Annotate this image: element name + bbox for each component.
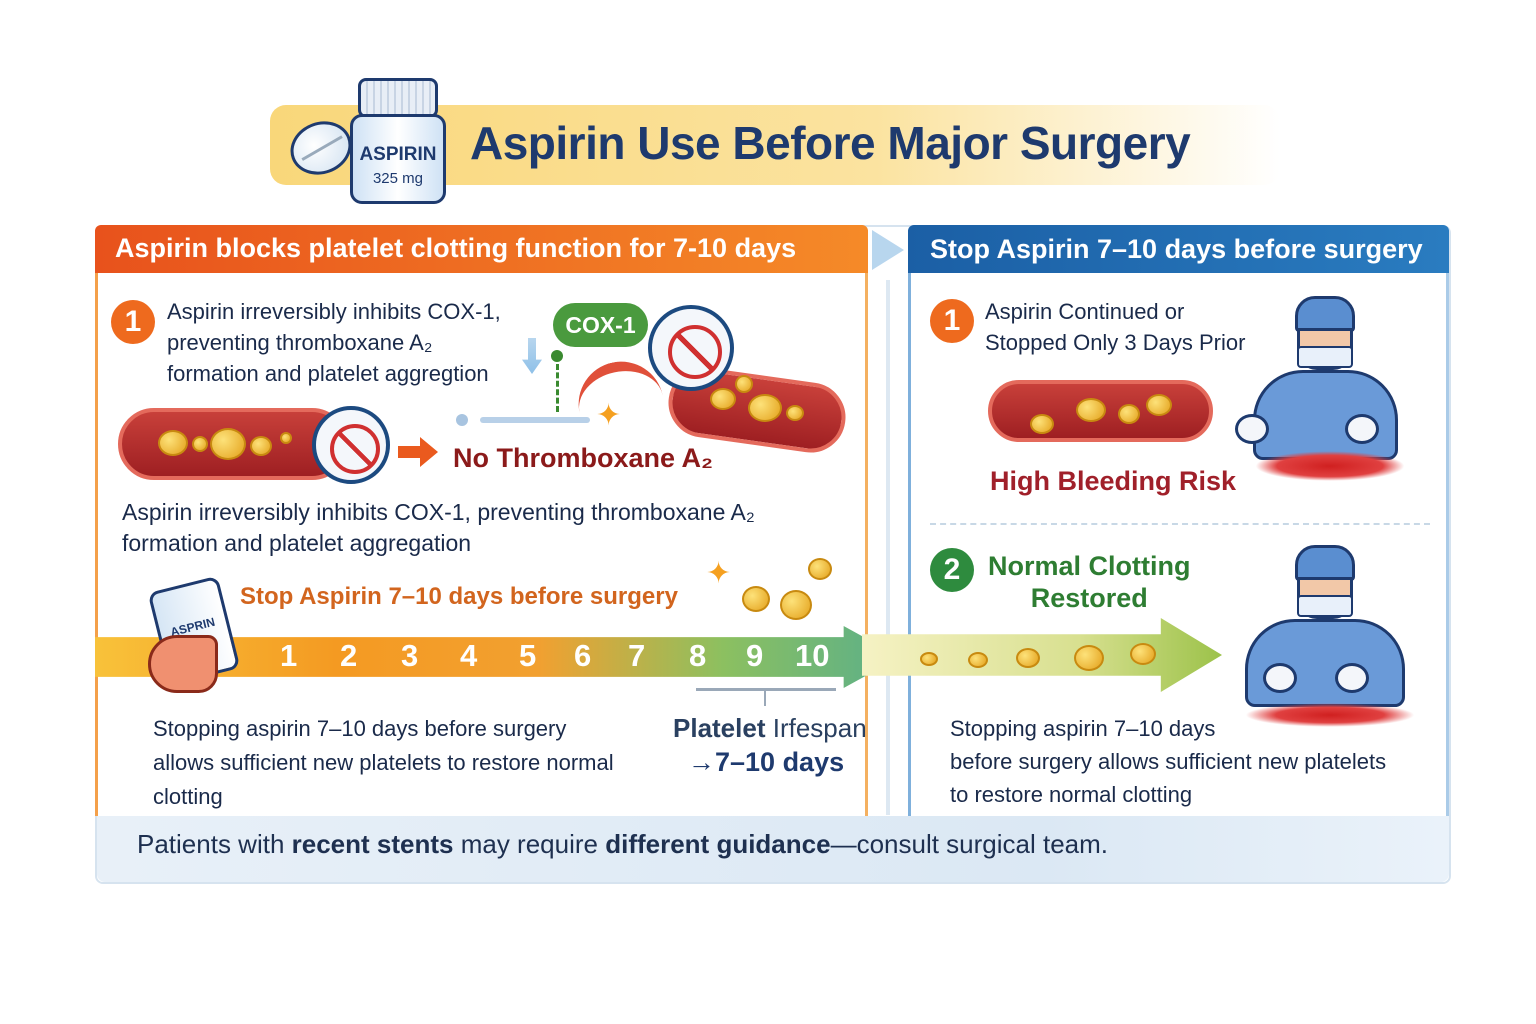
- step-badge: 1: [930, 299, 974, 343]
- bottom-line: Stopping aspirin 7–10 days before surger…: [153, 716, 567, 741]
- no-symbol-icon: [312, 406, 390, 484]
- dashed-line: [556, 364, 559, 412]
- left-heading: Aspirin blocks platelet clotting functio…: [95, 225, 868, 273]
- divider: [886, 280, 890, 815]
- paragraph-line: Aspirin irreversibly inhibits COX-1, pre…: [122, 499, 755, 525]
- day-label: 10: [795, 638, 830, 673]
- aspirin-bottle-icon: ASPIRIN 325 mg: [350, 78, 446, 204]
- right-heading: Stop Aspirin 7–10 days before surgery: [908, 225, 1449, 273]
- step1-line: Aspirin irreversibly inhibits COX-1,: [167, 299, 501, 324]
- step1-line: formation and platelet aggregtion: [167, 361, 489, 386]
- left-panel: [95, 273, 868, 816]
- surgeon-illustration: [1235, 545, 1415, 735]
- surgeon-illustration: [1235, 296, 1415, 491]
- range-arrow: [696, 688, 836, 691]
- right-panel: [908, 273, 1449, 816]
- step-badge: 1: [111, 300, 155, 344]
- bottom-line: allows sufficient new platelets to resto…: [153, 750, 614, 775]
- step1-line: preventing thromboxane A₂: [167, 330, 433, 355]
- cox1-bubble: COX-1: [553, 303, 648, 347]
- bottle-dose: 325 mg: [372, 170, 424, 187]
- day-label: 8: [689, 638, 707, 673]
- day-label: 6: [574, 638, 592, 673]
- pathway-line: [480, 417, 590, 423]
- no-symbol-icon: [648, 305, 734, 391]
- bleeding-risk-label: High Bleeding Risk: [990, 466, 1237, 496]
- stop-label: Stop Aspirin 7–10 days before surgery: [240, 583, 678, 610]
- day-label: 9: [746, 638, 764, 673]
- lifespan-label: Platelet Irfespan: [673, 713, 867, 743]
- no-thromboxane-label: No Thromboxane A₂: [453, 443, 714, 473]
- chevron-right-icon: [872, 230, 904, 270]
- hand-holding-bottle-icon: ASPRIN: [147, 575, 243, 695]
- step-badge: 2: [930, 548, 974, 592]
- bottom-line: before surgery allows sufficient new pla…: [950, 749, 1387, 774]
- day-label: 4: [460, 638, 478, 673]
- bottom-line: to restore normal clotting: [950, 782, 1193, 807]
- day-label: 3: [401, 638, 419, 673]
- step2-line: Normal Clotting: [988, 551, 1191, 581]
- day-label: 1: [280, 638, 298, 673]
- bottle-label: ASPIRIN: [359, 144, 437, 165]
- sparkle-icon: ✦: [596, 399, 622, 432]
- step1-line: Stopped Only 3 Days Prior: [985, 330, 1246, 355]
- main-panel: [95, 225, 1451, 884]
- page-title: Aspirin Use Before Major Surgery: [470, 117, 1191, 169]
- range-tick: [764, 690, 766, 706]
- step2-line: Restored: [1030, 583, 1148, 613]
- step1-line: Aspirin Continued or: [985, 299, 1185, 324]
- day-label: 5: [519, 638, 537, 673]
- bottom-line: clotting: [153, 784, 223, 809]
- paragraph-line: formation and platelet aggregation: [122, 530, 472, 556]
- footer-note: Patients with recent stents may require …: [97, 816, 1449, 882]
- dashed-divider: [930, 523, 1430, 525]
- pathway-dot: [456, 414, 468, 426]
- bottom-line: Stopping aspirin 7–10 days: [950, 716, 1216, 741]
- sparkle-icon: ✦: [706, 557, 732, 590]
- lifespan-value: →7–10 days: [688, 747, 845, 777]
- day-label: 2: [340, 638, 358, 673]
- day-label: 7: [628, 638, 646, 673]
- cox-connector: [551, 350, 563, 362]
